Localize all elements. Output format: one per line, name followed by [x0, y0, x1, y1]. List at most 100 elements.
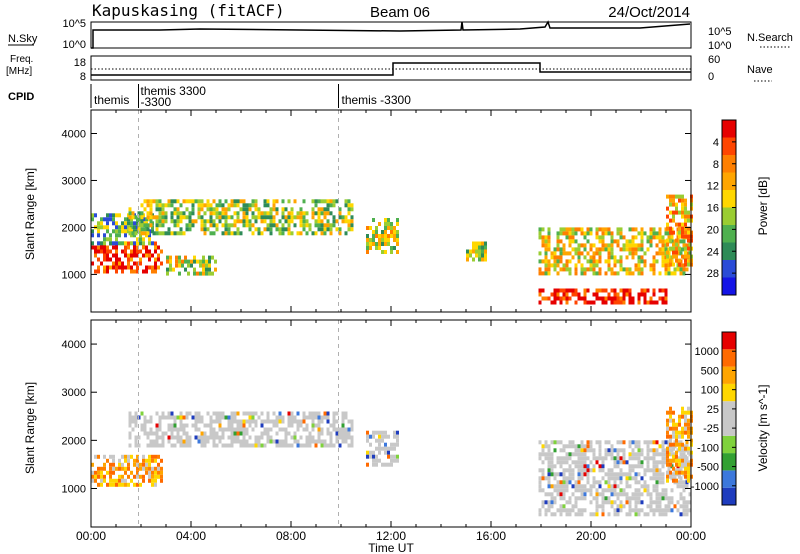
echo-cell: [366, 450, 369, 455]
echo-cell: [586, 251, 590, 256]
echo-cell: [583, 460, 587, 465]
echo-cell: [158, 415, 162, 420]
echo-cell: [661, 472, 665, 477]
echo-cell: [601, 235, 605, 240]
colorbar-segment: [722, 418, 736, 436]
echo-cell: [329, 203, 333, 208]
echo-cell: [136, 466, 139, 471]
echo-cell: [127, 257, 130, 262]
echo-cell: [562, 267, 566, 272]
noise-panel: N.Sky 10^5 10^0 10^5 10^0 N.Search: [8, 18, 793, 52]
echo-cell: [118, 257, 121, 262]
echo-cell: [562, 504, 566, 509]
echo-cell: [281, 419, 285, 424]
echo-cell: [684, 198, 687, 203]
echo-cell: [553, 484, 557, 489]
echo-cell: [678, 462, 681, 467]
echo-cell: [193, 267, 196, 272]
echo-cell: [595, 251, 599, 256]
echo-cell: [212, 427, 216, 432]
echo-cell: [682, 496, 686, 501]
echo-cell: [245, 207, 249, 212]
echo-cell: [682, 480, 686, 485]
echo-cell: [372, 218, 375, 222]
echo-cell: [553, 464, 557, 469]
echo-cell: [681, 222, 684, 227]
echo-cell: [272, 439, 276, 444]
echo-cell: [305, 223, 309, 228]
echo-cell: [684, 422, 687, 427]
echo-cell: [266, 203, 270, 208]
echo-cell: [595, 480, 599, 485]
echo-cell: [121, 482, 124, 487]
echo-cell: [586, 259, 590, 264]
echo-cell: [203, 435, 207, 440]
echo-cell: [131, 211, 135, 216]
echo-cell: [227, 223, 231, 228]
echo-cell: [550, 484, 554, 489]
echo-cell: [94, 249, 97, 254]
echo-cell: [484, 245, 487, 250]
echo-cell: [140, 219, 144, 224]
echo-cell: [604, 496, 608, 501]
echo-cell: [97, 265, 100, 270]
echo-cell: [666, 454, 669, 459]
echo-cell: [607, 480, 611, 485]
echo-cell: [592, 480, 596, 485]
echo-cell: [239, 419, 243, 424]
echo-cell: [218, 427, 222, 432]
echo-cell: [580, 468, 584, 473]
echo-cell: [646, 247, 650, 252]
echo-cell: [224, 207, 228, 212]
echo-cell: [179, 203, 183, 208]
echo-cell: [347, 203, 351, 208]
echo-cell: [631, 468, 635, 473]
echo-cell: [396, 434, 399, 439]
echo-cell: [541, 460, 545, 465]
echo-cell: [170, 443, 174, 448]
echo-cell: [598, 296, 602, 301]
echo-cell: [616, 460, 620, 465]
echo-cell: [678, 258, 681, 263]
echo-cell: [658, 512, 662, 517]
cpid-label: CPID: [8, 91, 34, 103]
echo-cell: [143, 199, 147, 204]
echo-cell: [106, 237, 109, 242]
echo-cell: [619, 492, 623, 497]
echo-cell: [187, 263, 190, 268]
echo-cell: [655, 452, 659, 457]
echo-cell: [678, 226, 681, 231]
echo-cell: [675, 242, 678, 247]
echo-cell: [678, 234, 681, 239]
echo-cell: [157, 265, 160, 270]
echo-cell: [613, 512, 617, 517]
echo-cell: [687, 410, 690, 415]
echo-cell: [278, 231, 282, 236]
echo-cell: [658, 480, 662, 485]
echo-cell: [224, 211, 228, 216]
echo-cell: [305, 219, 309, 224]
echo-cell: [341, 415, 345, 420]
echo-cell: [278, 439, 282, 444]
echo-cell: [466, 249, 469, 254]
echo-cell: [103, 265, 106, 270]
echo-cell: [100, 478, 103, 483]
echo-cell: [128, 231, 132, 236]
echo-cell: [684, 466, 687, 471]
echo-cell: [136, 249, 139, 254]
echo-cell: [547, 296, 551, 301]
freq-left-tick-top: 18: [74, 57, 86, 69]
colorbar-tick-label: 16: [707, 203, 719, 215]
echo-cell: [308, 439, 312, 444]
echo-cell: [625, 292, 629, 297]
echo-cell: [203, 211, 207, 216]
echo-cell: [568, 476, 572, 481]
echo-cell: [670, 500, 674, 505]
echo-cell: [242, 207, 246, 212]
echo-cell: [151, 478, 154, 483]
echo-cell: [544, 476, 548, 481]
echo-cell: [666, 206, 669, 211]
echo-cell: [550, 464, 554, 469]
echo-cell: [598, 440, 602, 445]
